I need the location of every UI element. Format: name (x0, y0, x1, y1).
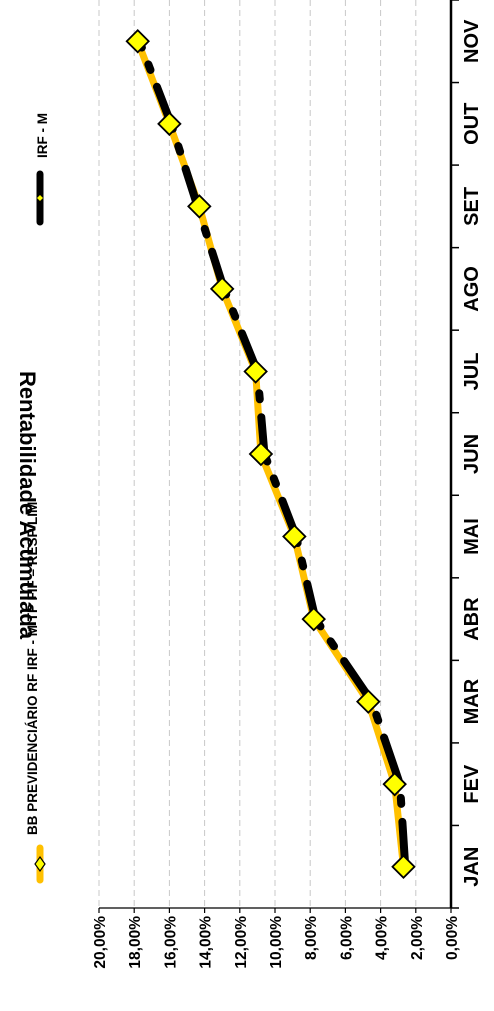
data-point-fund (125, 28, 150, 54)
data-point-fund (282, 524, 307, 549)
title-group: Rentabilidade Acumulada (15, 371, 40, 640)
y-tick-label: 18,00% (127, 916, 144, 969)
x-tick-labels: JAN FEV MAR ABR MAI JUN JUL AGO SET OUT NOV (461, 19, 483, 887)
x-tick-label: OUT (461, 103, 483, 145)
x-tick-label: ABR (461, 597, 483, 641)
data-point-fund (301, 606, 326, 632)
data-point-fund (382, 771, 407, 797)
series (125, 28, 416, 880)
x-tick-label: NOV (461, 19, 483, 63)
y-tick-label: 0,00% (444, 916, 461, 960)
x-tick-label: AGO (461, 266, 483, 312)
y-tick-label: 2,00% (409, 916, 426, 960)
x-tick-label: JUL (461, 353, 483, 391)
data-point-fund (391, 854, 416, 880)
y-tick-label: 14,00% (198, 916, 215, 969)
grid (98, 0, 417, 908)
legend-item-irf-m: IRF - M (35, 113, 50, 226)
data-point-fund (356, 689, 381, 714)
legend-label-irf-m: IRF - M (35, 113, 50, 158)
y-tick-label: 6,00% (338, 916, 355, 960)
x-tick-label: JAN (461, 847, 483, 887)
legend-marker-irf-m (37, 195, 43, 201)
y-tick-label: 4,00% (374, 916, 391, 960)
data-point-fund (209, 276, 235, 302)
data-point-fund (157, 111, 182, 137)
x-tick-label: JUN (461, 434, 483, 474)
y-tick-label: 20,00% (92, 916, 109, 969)
x-tick-label: MAR (461, 678, 483, 724)
legend-item-fund: BB PREVIDENCIÁRIO RF IRF - M TP FIF – RE… (25, 502, 46, 884)
x-tick-label: FEV (461, 764, 483, 804)
y-tick-label: 10,00% (268, 916, 285, 969)
axes (98, 0, 459, 913)
data-point-fund (243, 359, 268, 384)
data-point-fund (248, 441, 274, 467)
x-tick-label: SET (461, 187, 483, 226)
legend: BB PREVIDENCIÁRIO RF IRF - M TP FIF – RE… (25, 113, 50, 884)
y-tick-label: 16,00% (162, 916, 179, 969)
x-tick-label: MAI (461, 518, 483, 555)
chart-title: Rentabilidade Acumulada (15, 371, 40, 640)
y-tick-label: 12,00% (233, 916, 250, 969)
y-tick-labels: 0,00% 2,00% 4,00% 6,00% 8,00% 10,00% 12,00% 14,… (92, 916, 461, 969)
legend-label-fund: BB PREVIDENCIÁRIO RF IRF - M TP FIF – RE… (25, 502, 40, 835)
data-point-fund (187, 194, 212, 219)
legend-marker-fund (34, 855, 46, 873)
y-tick-label: 8,00% (303, 916, 320, 960)
